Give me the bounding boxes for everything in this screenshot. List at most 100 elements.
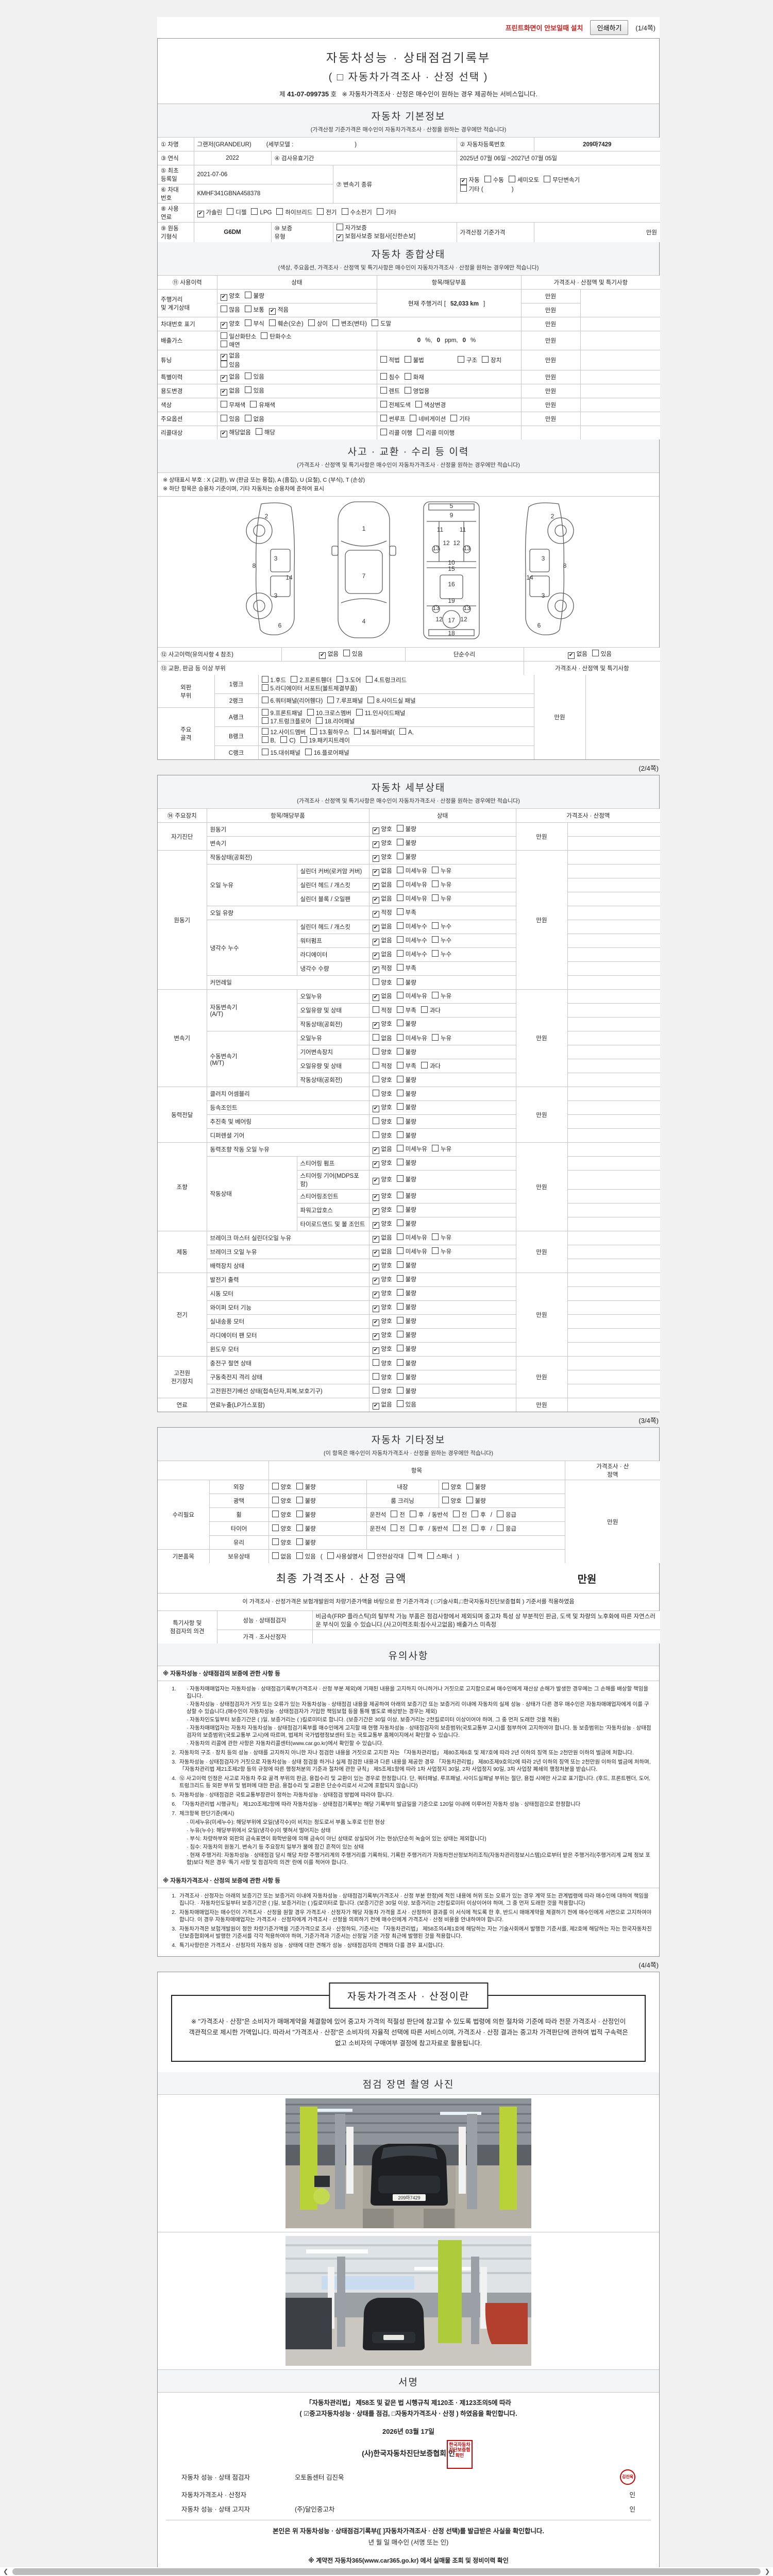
buyer-confirm: 본인은 위 자동차성능 · 상태점검기록부([ ]자동차가격조사 · 산정 선택…	[166, 2519, 651, 2549]
diagram-part-number: 12	[435, 616, 443, 623]
cell	[567, 1017, 661, 1031]
checkbox-box: ✔	[318, 652, 326, 659]
inspection-photo-1-cell: 209마7429	[158, 2095, 659, 2233]
cell: ✔ 양호 불량	[216, 289, 377, 303]
cell: 주행거리 및 계기상태	[157, 289, 217, 317]
cell: ✔ 양호 불량	[368, 1328, 516, 1343]
checkbox-unchecked: 리콜 미이행	[417, 429, 455, 437]
checkbox-unchecked: 불량	[396, 1387, 416, 1395]
cell: 오일유량 및 상태	[296, 1059, 369, 1073]
checkbox-box	[300, 736, 307, 743]
checkbox-box	[396, 1317, 404, 1324]
section-detail-state: 자동차 세부상태 (가격조사 · 산정액 및 특기사항은 매수인이 자동차가격조…	[158, 775, 659, 809]
checkbox-unchecked: 7.루프패널	[327, 697, 363, 705]
section-comprehensive: 자동차 종합상태 (색상, 주요옵션, 가격조사 · 산정액 및 특기사항은 매…	[158, 242, 659, 276]
cell: ⑪ 사용이력	[157, 275, 217, 290]
signer-value: 오토돔센터 김진욱	[295, 2474, 344, 2482]
print-button[interactable]: 인쇄하기	[590, 20, 629, 35]
checkbox-box: ✔	[220, 389, 227, 396]
cell: 만원	[515, 822, 568, 851]
cell: ✔ 없음 미세누유 누유	[368, 878, 516, 892]
cell: 12.사이드멤버 13.휠하우스 14.필러패널(A, B, C) 19.패키지트레이	[258, 726, 534, 746]
notice-paragraphs: 자동차성능 · 상태점검자가 거짓으로 자동차성능 · 상태 점검을 하거나 실…	[179, 1758, 652, 1774]
notice-paragraph: · 자동차성능 · 상태점검자가 거짓 또는 오류가 있는 자동차성능 · 상태…	[187, 1701, 649, 1715]
cell	[580, 426, 661, 440]
checkbox-unchecked: 있음	[592, 650, 612, 658]
checkbox-label: 적정	[381, 910, 392, 916]
cell: 0 %, 0 ppm, 0 %	[376, 331, 522, 350]
checkbox-label: 양호	[381, 854, 392, 860]
checkbox-box	[466, 1483, 473, 1489]
cell	[567, 920, 661, 934]
scrollbar-thumb[interactable]	[12, 2568, 761, 2575]
document-part-3: 자동차 기타정보 (이 항목은 매수인이 자동차가격조사 · 산정을 원하는 경…	[157, 1427, 661, 1957]
checkbox-unchecked: 불량	[296, 1511, 316, 1519]
checkbox-label: 없음	[381, 952, 392, 958]
signer-row: 자동차 성능 · 상태 고지자 (주)달인중고차 인	[166, 2504, 651, 2514]
checkbox-box	[372, 1359, 379, 1366]
checkbox-box	[396, 1006, 404, 1013]
checkbox-label: 8.사이드실 패널	[376, 698, 416, 704]
checkbox-label: 안전삼각대	[376, 1554, 404, 1560]
cell: ✔ 가솔린 디젤 LPG 하이브리드 전기 수소전기 기타	[193, 203, 661, 223]
checkbox-label: 디젤	[236, 210, 247, 216]
checkbox-unchecked: 19.패키지트레이	[300, 736, 350, 744]
doc-no: 41-07-099735	[287, 90, 329, 98]
checkbox-label: 없음	[381, 924, 392, 930]
signer-label: 자동차가격조사 · 산정자	[181, 2491, 247, 2499]
checkbox-box	[396, 908, 404, 915]
checkbox-unchecked: 없음	[244, 415, 264, 423]
checkbox-box: ✔	[372, 1106, 379, 1112]
checkbox-label: 양호	[381, 1177, 392, 1183]
cell: 가격조사 · 산정액 및 특기사항	[523, 661, 661, 675]
checkbox-box	[380, 356, 387, 363]
checkbox-label: 무채색	[229, 402, 246, 409]
cell	[567, 989, 661, 1004]
diagram-part-number: 10	[448, 559, 455, 566]
diagram-part-number: 4	[362, 618, 365, 625]
checkbox-label: 불량	[405, 1332, 416, 1338]
checkbox-label: 양호	[381, 1388, 392, 1395]
cell: ⑭ 주요장치	[157, 808, 207, 823]
horizontal-scrollbar[interactable]: ❮ ❯	[0, 2567, 773, 2576]
checkbox-label: 화재	[413, 375, 424, 381]
checkbox-box	[380, 415, 387, 421]
checkbox-unchecked: 후	[472, 1524, 486, 1533]
cell	[567, 975, 661, 990]
diagram-part-number: 1	[362, 525, 365, 532]
cell	[567, 892, 661, 906]
checkbox-unchecked: 불량	[396, 839, 416, 847]
checkbox-box	[432, 950, 439, 957]
cell	[580, 370, 661, 384]
checkbox-box	[396, 964, 404, 971]
checkbox-label: 미세누수	[405, 952, 427, 958]
checkbox-unchecked: 있음	[296, 1552, 316, 1561]
cell: 무채색 유채색	[216, 398, 377, 412]
final-price-value: 만원	[577, 1573, 597, 1585]
checkbox-unchecked: 불량	[396, 1090, 416, 1098]
checkbox-box: ✔	[372, 1319, 379, 1326]
checkbox-box	[432, 922, 439, 929]
checkbox-checked: ✔ 적음	[268, 306, 289, 315]
checkbox-unchecked: 양호	[442, 1483, 462, 1491]
checkbox-box	[365, 676, 373, 683]
cell: 용도변경	[157, 384, 217, 398]
section-title: 서명	[398, 2377, 418, 2388]
cell: 많음 보통 ✔ 적음	[216, 303, 377, 317]
checkbox-box	[261, 332, 268, 339]
checkbox-box	[410, 415, 417, 421]
checkbox-label: 미세누유	[405, 868, 427, 874]
checkbox-box: ✔	[372, 1264, 379, 1270]
price-info-text: ※ "가격조사 · 산정"은 소비자가 매매계약을 체결함에 있어 중고차 가격…	[189, 2018, 628, 2047]
checkbox-unchecked: 1.후드	[261, 676, 286, 684]
signer-label: 자동차 성능 · 상태 고지자	[181, 2505, 250, 2513]
scroll-right-arrow[interactable]: ❯	[764, 2568, 770, 2575]
checkbox-unchecked: 전	[452, 1524, 467, 1533]
checkbox-box: ✔	[372, 994, 379, 1001]
scroll-left-arrow[interactable]: ❮	[3, 2568, 9, 2575]
checkbox-label: 누유	[441, 993, 452, 999]
checkbox-unchecked: 11.인사이드패널	[356, 709, 406, 717]
cell: 1.후드 2.프론트휀더 3.도어 4.트렁크리드 5.라디에이터 서포트(볼트체결부품…	[258, 674, 534, 694]
cell: 실린더 헤드 / 개스킷	[296, 878, 369, 892]
checkbox-box	[272, 1552, 279, 1559]
